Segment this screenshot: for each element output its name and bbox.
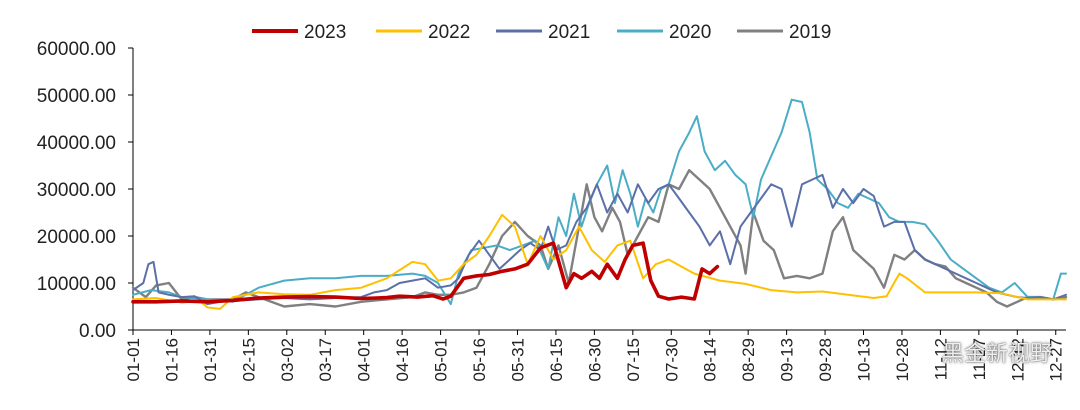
y-axis: 0.00 10000.00 20000.00 30000.00 40000.00 5000…	[37, 39, 134, 342]
legend-label-2019: 2019	[789, 22, 831, 43]
x-tick-label: 03-17	[316, 338, 335, 381]
x-tick-label: 11-27	[970, 338, 989, 380]
x-tick-label: 05-16	[470, 338, 489, 381]
legend: 2023 2022 2021 2020 2019	[252, 22, 831, 43]
x-tick-label: 05-01	[432, 338, 451, 381]
y-tick-label: 50000.00	[37, 86, 116, 107]
x-tick-label: 03-02	[278, 338, 297, 381]
series-line-2020	[132, 98, 1067, 306]
x-tick-label: 04-01	[355, 338, 374, 381]
legend-label-2020: 2020	[669, 22, 711, 43]
wechat-icon	[910, 341, 936, 361]
series-line-2023	[131, 241, 720, 304]
y-tick-label: 20000.00	[37, 227, 116, 248]
x-tick-label: 06-30	[585, 338, 604, 381]
y-tick-label: 60000.00	[37, 39, 116, 60]
y-tick-label: 0.00	[79, 321, 116, 342]
legend-label-2023: 2023	[304, 22, 346, 43]
y-tick-label: 10000.00	[37, 274, 116, 295]
x-tick-label: 01-31	[201, 338, 220, 381]
legend-label-2021: 2021	[548, 22, 590, 43]
x-tick-label: 10-28	[893, 338, 912, 381]
x-tick-label: 01-01	[124, 338, 143, 381]
x-axis: 01-01 01-16 01-31 02-15 03-02 03-17 04-01 04-16…	[124, 329, 1066, 381]
plot-series	[131, 98, 1068, 310]
y-tick-label: 30000.00	[37, 180, 116, 201]
x-tick-label: 08-14	[701, 338, 720, 381]
x-tick-label: 01-16	[162, 338, 181, 381]
x-tick-label: 09-13	[778, 338, 797, 381]
x-tick-label: 07-30	[662, 338, 681, 381]
x-tick-label: 04-16	[393, 338, 412, 381]
legend-label-2022: 2022	[428, 22, 470, 43]
watermark: 黑金新视野	[910, 336, 1052, 368]
x-tick-label: 10-13	[855, 338, 874, 381]
series-line-2022	[132, 213, 1067, 310]
x-tick-label: 09-28	[816, 338, 835, 381]
x-tick-label: 07-15	[624, 338, 643, 381]
x-tick-label: 08-29	[739, 338, 758, 381]
x-tick-label: 12-27	[1047, 338, 1066, 381]
x-tick-label: 05-31	[508, 338, 527, 381]
x-tick-label: 02-15	[239, 338, 258, 381]
x-tick-label: 06-15	[547, 338, 566, 381]
watermark-text: 黑金新视野	[941, 341, 1052, 366]
x-tick-label: 12-12	[1008, 338, 1027, 381]
x-tick-label: 11-12	[931, 338, 950, 380]
y-tick-label: 40000.00	[37, 133, 116, 154]
